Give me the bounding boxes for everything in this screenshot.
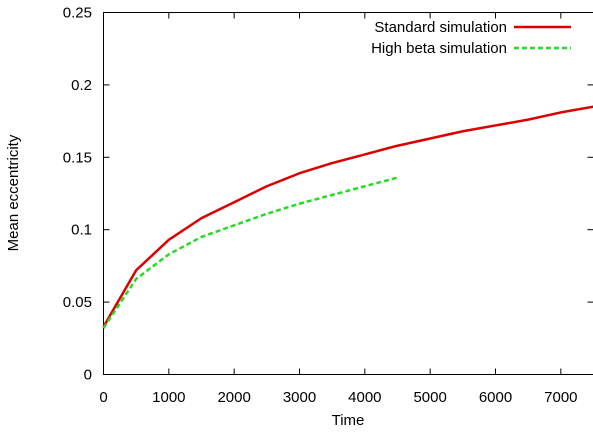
y-tick-label: 0	[84, 367, 92, 384]
plot-frame	[103, 12, 593, 375]
series-line-standard-simulation	[102, 105, 593, 328]
series-line-high-beta-simulation	[102, 176, 398, 329]
x-axis-title: Time	[332, 412, 365, 429]
x-tick-labels: 0 1000 2000 3000 4000 5000 6000 7000	[99, 389, 577, 406]
x-tick-label: 7000	[544, 389, 577, 406]
axis-ticks	[103, 12, 593, 375]
legend-label-standard: Standard simulation	[374, 19, 507, 36]
x-tick-label: 4000	[348, 389, 381, 406]
legend: Standard simulation High beta simulation	[371, 19, 571, 57]
y-tick-labels: 0 0.05 0.1 0.15 0.2 0.25	[63, 5, 92, 384]
x-tick-label: 3000	[283, 389, 316, 406]
x-tick-label: 2000	[217, 389, 250, 406]
y-axis-title: Mean eccentricity	[5, 134, 22, 251]
y-tick-label: 0.25	[63, 5, 92, 22]
x-tick-label: 0	[99, 389, 107, 406]
x-tick-label: 5000	[413, 389, 446, 406]
y-tick-label: 0.1	[71, 222, 92, 239]
y-tick-label: 0.15	[63, 149, 92, 166]
x-tick-label: 6000	[479, 389, 512, 406]
legend-label-high-beta: High beta simulation	[371, 40, 507, 57]
y-tick-label: 0.2	[71, 77, 92, 94]
x-tick-label: 1000	[152, 389, 185, 406]
y-tick-label: 0.05	[63, 294, 92, 311]
series-lines	[102, 105, 593, 329]
